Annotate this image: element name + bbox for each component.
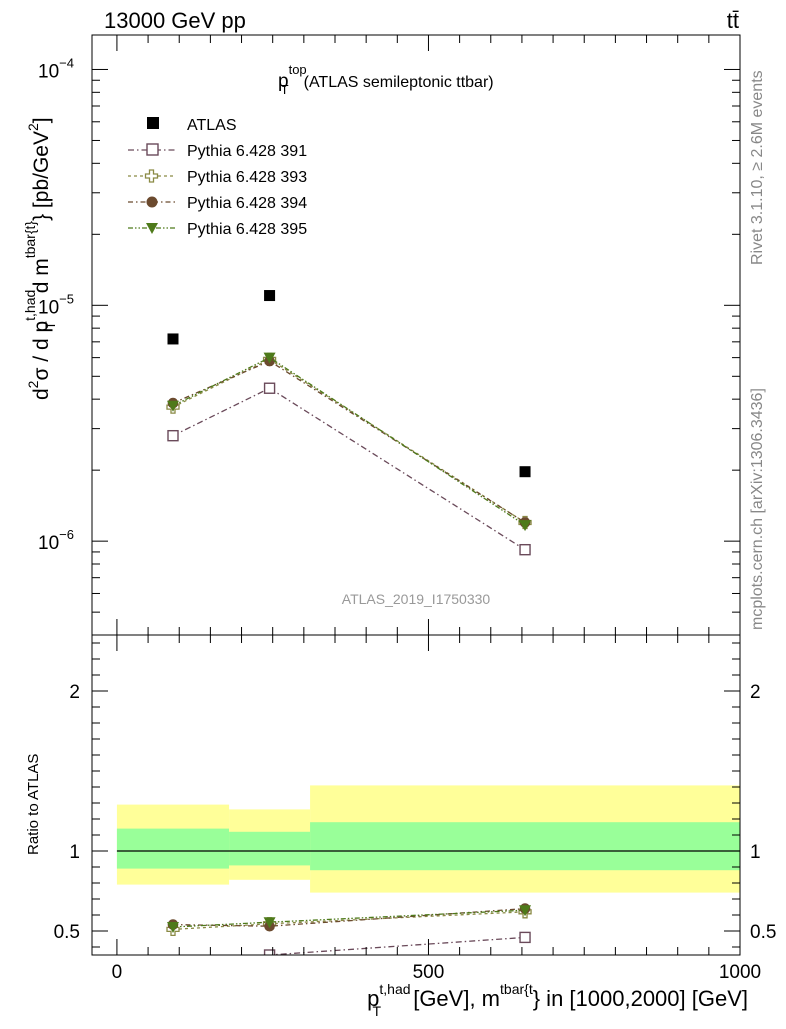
legend-marker-391 [146, 143, 159, 156]
plot-title-main: p [278, 71, 289, 92]
main-series-layer [166, 290, 532, 556]
xlabel-part-2: [GeV], m [407, 986, 500, 1011]
ylabel-part-3: d m [30, 258, 53, 299]
plot-title-rest: (ATLAS semileptonic ttbar) [304, 74, 494, 91]
main-ytick-label-exp-0: −6 [59, 527, 74, 542]
main-marker-series-4-pt-0 [167, 400, 179, 412]
ratio-ytick-label-left-0: 0.5 [54, 922, 80, 943]
ratio-band-inner-2 [310, 822, 740, 871]
ylabel-sup-3: tbar{t} [22, 221, 38, 259]
ratio-xtick-label-2: 1000 [719, 962, 761, 983]
main-marker-atlas-pt-0 [167, 333, 179, 345]
ylabel-part-5: ] [30, 117, 53, 123]
legend-marker-atlas [147, 117, 159, 129]
main-marker-series-4-pt-2 [519, 520, 532, 532]
ratio-line-series-3 [172, 909, 526, 928]
ratio-band-layer [116, 785, 740, 893]
rivet-version-label: Rivet 3.1.10, ≥ 2.6M events [749, 70, 766, 265]
ratio-marker-series-3-pt-0 [167, 922, 179, 933]
main-y-axis-label: d2σ / d pt,hadT d mtbar{t}} [pb/GeV2] [22, 117, 58, 400]
main-marker-series-1-pt-1 [263, 382, 276, 394]
ratio-panel: 0.5 0.5 1 1 2 2 0 500 1000 Ratio to ATLAS pt,had… [25, 634, 776, 1019]
ratio-ytick-label-right-1: 1 [750, 842, 761, 863]
ratio-y-axis-label: Ratio to ATLAS [25, 754, 42, 855]
main-marker-series-1-pt-0 [167, 429, 179, 442]
ratio-ytick-label-right-0: 0.5 [750, 922, 776, 943]
legend-label-391: Pythia 6.428 391 [187, 143, 307, 160]
main-ytick-label-2: 10−4 [38, 55, 74, 82]
ratio-line-series-0 [261, 936, 526, 955]
ratio-clipped-group [166, 903, 532, 968]
ratio-marker-series-0-pt-2 [519, 931, 531, 944]
ratio-line-series-2 [172, 907, 526, 927]
analysis-id-label: ATLAS_2019_I1750330 [342, 591, 491, 607]
main-line-series-1 [172, 387, 526, 551]
ylabel-part-2: σ / d p [30, 321, 53, 381]
legend-label-atlas: ATLAS [187, 117, 237, 134]
ylabel-sub-2: T [42, 321, 58, 330]
legend-label-394: Pythia 6.428 394 [187, 195, 307, 212]
ylabel-part-1: d [30, 388, 53, 400]
main-line-series-4 [172, 356, 526, 526]
mcplots-label: mcplots.cern.ch [arXiv:1306.3436] [749, 388, 766, 630]
ylabel-sup-2: t,had [22, 290, 38, 321]
ratio-axis-layer: 0.5 0.5 1 1 2 2 0 500 1000 [54, 635, 776, 983]
legend-label-393: Pythia 6.428 393 [187, 169, 307, 186]
main-marker-atlas-pt-2 [519, 466, 531, 478]
main-line-series-3 [172, 360, 526, 524]
ratio-marker-series-0-pt-1 [263, 949, 276, 955]
ratio-xtick-label-1: 500 [413, 962, 445, 983]
main-panel: 10−610−510−4 ptop T (ATLAS semileptonic tt… [22, 34, 741, 636]
ylabel-sup-1: 2 [25, 380, 41, 388]
ratio-marker-series-3-pt-2 [519, 905, 532, 917]
xlabel-part-3: } in [1000,2000] [GeV] [533, 986, 748, 1011]
ratio-ytick-label-left-2: 2 [69, 682, 80, 703]
main-ytick-label-0: 10−6 [38, 527, 74, 554]
process-label: tt̄ [727, 8, 739, 33]
xlabel-sub-1: T [373, 1003, 382, 1019]
xlabel-part-1: p [367, 986, 379, 1011]
ylabel-sup-4: 2 [25, 123, 41, 131]
ratio-ytick-label-left-1: 1 [69, 842, 80, 863]
legend-marker-395 [146, 223, 158, 234]
plot-title-sub: T [281, 82, 289, 97]
main-marker-series-4-pt-1 [263, 352, 276, 364]
ylabel-part-4: } [pb/GeV [30, 131, 53, 221]
main-marker-series-1-pt-2 [519, 543, 531, 556]
ratio-band-inner-0 [116, 828, 230, 869]
main-line-series-2 [172, 358, 526, 524]
ratio-marker-series-3-pt-1 [263, 917, 276, 929]
legend-marker-394 [146, 196, 158, 208]
energy-label: 13000 GeV pp [104, 8, 246, 33]
legend: ATLAS Pythia 6.428 391 Pythia 6.428 393 … [128, 117, 307, 238]
legend-marker-393 [144, 169, 159, 183]
legend-label-395: Pythia 6.428 395 [187, 221, 307, 238]
ratio-band-inner-1 [229, 831, 311, 866]
ratio-series-layer [166, 903, 532, 968]
xlabel-sup-1: t,had [379, 981, 410, 997]
x-axis-label: pt,had T [GeV], mtbar{t} in [1000,2000] [… [367, 981, 748, 1019]
plot-title: ptop T (ATLAS semileptonic ttbar) [278, 62, 494, 97]
main-axis-layer: 10−610−510−4 [38, 35, 741, 636]
plot-title-sup: top [289, 62, 307, 77]
ratio-frame [91, 634, 741, 956]
ratio-marker-series-0-pt-0 [168, 958, 178, 968]
xlabel-sup-2: tbar{t [500, 981, 533, 997]
ratio-ytick-label-right-2: 2 [750, 682, 761, 703]
main-ytick-label-exp-2: −4 [59, 55, 74, 70]
main-marker-atlas-pt-1 [264, 290, 276, 302]
main-ytick-label-exp-1: −5 [59, 291, 74, 306]
ratio-xtick-label-0: 0 [112, 962, 123, 983]
